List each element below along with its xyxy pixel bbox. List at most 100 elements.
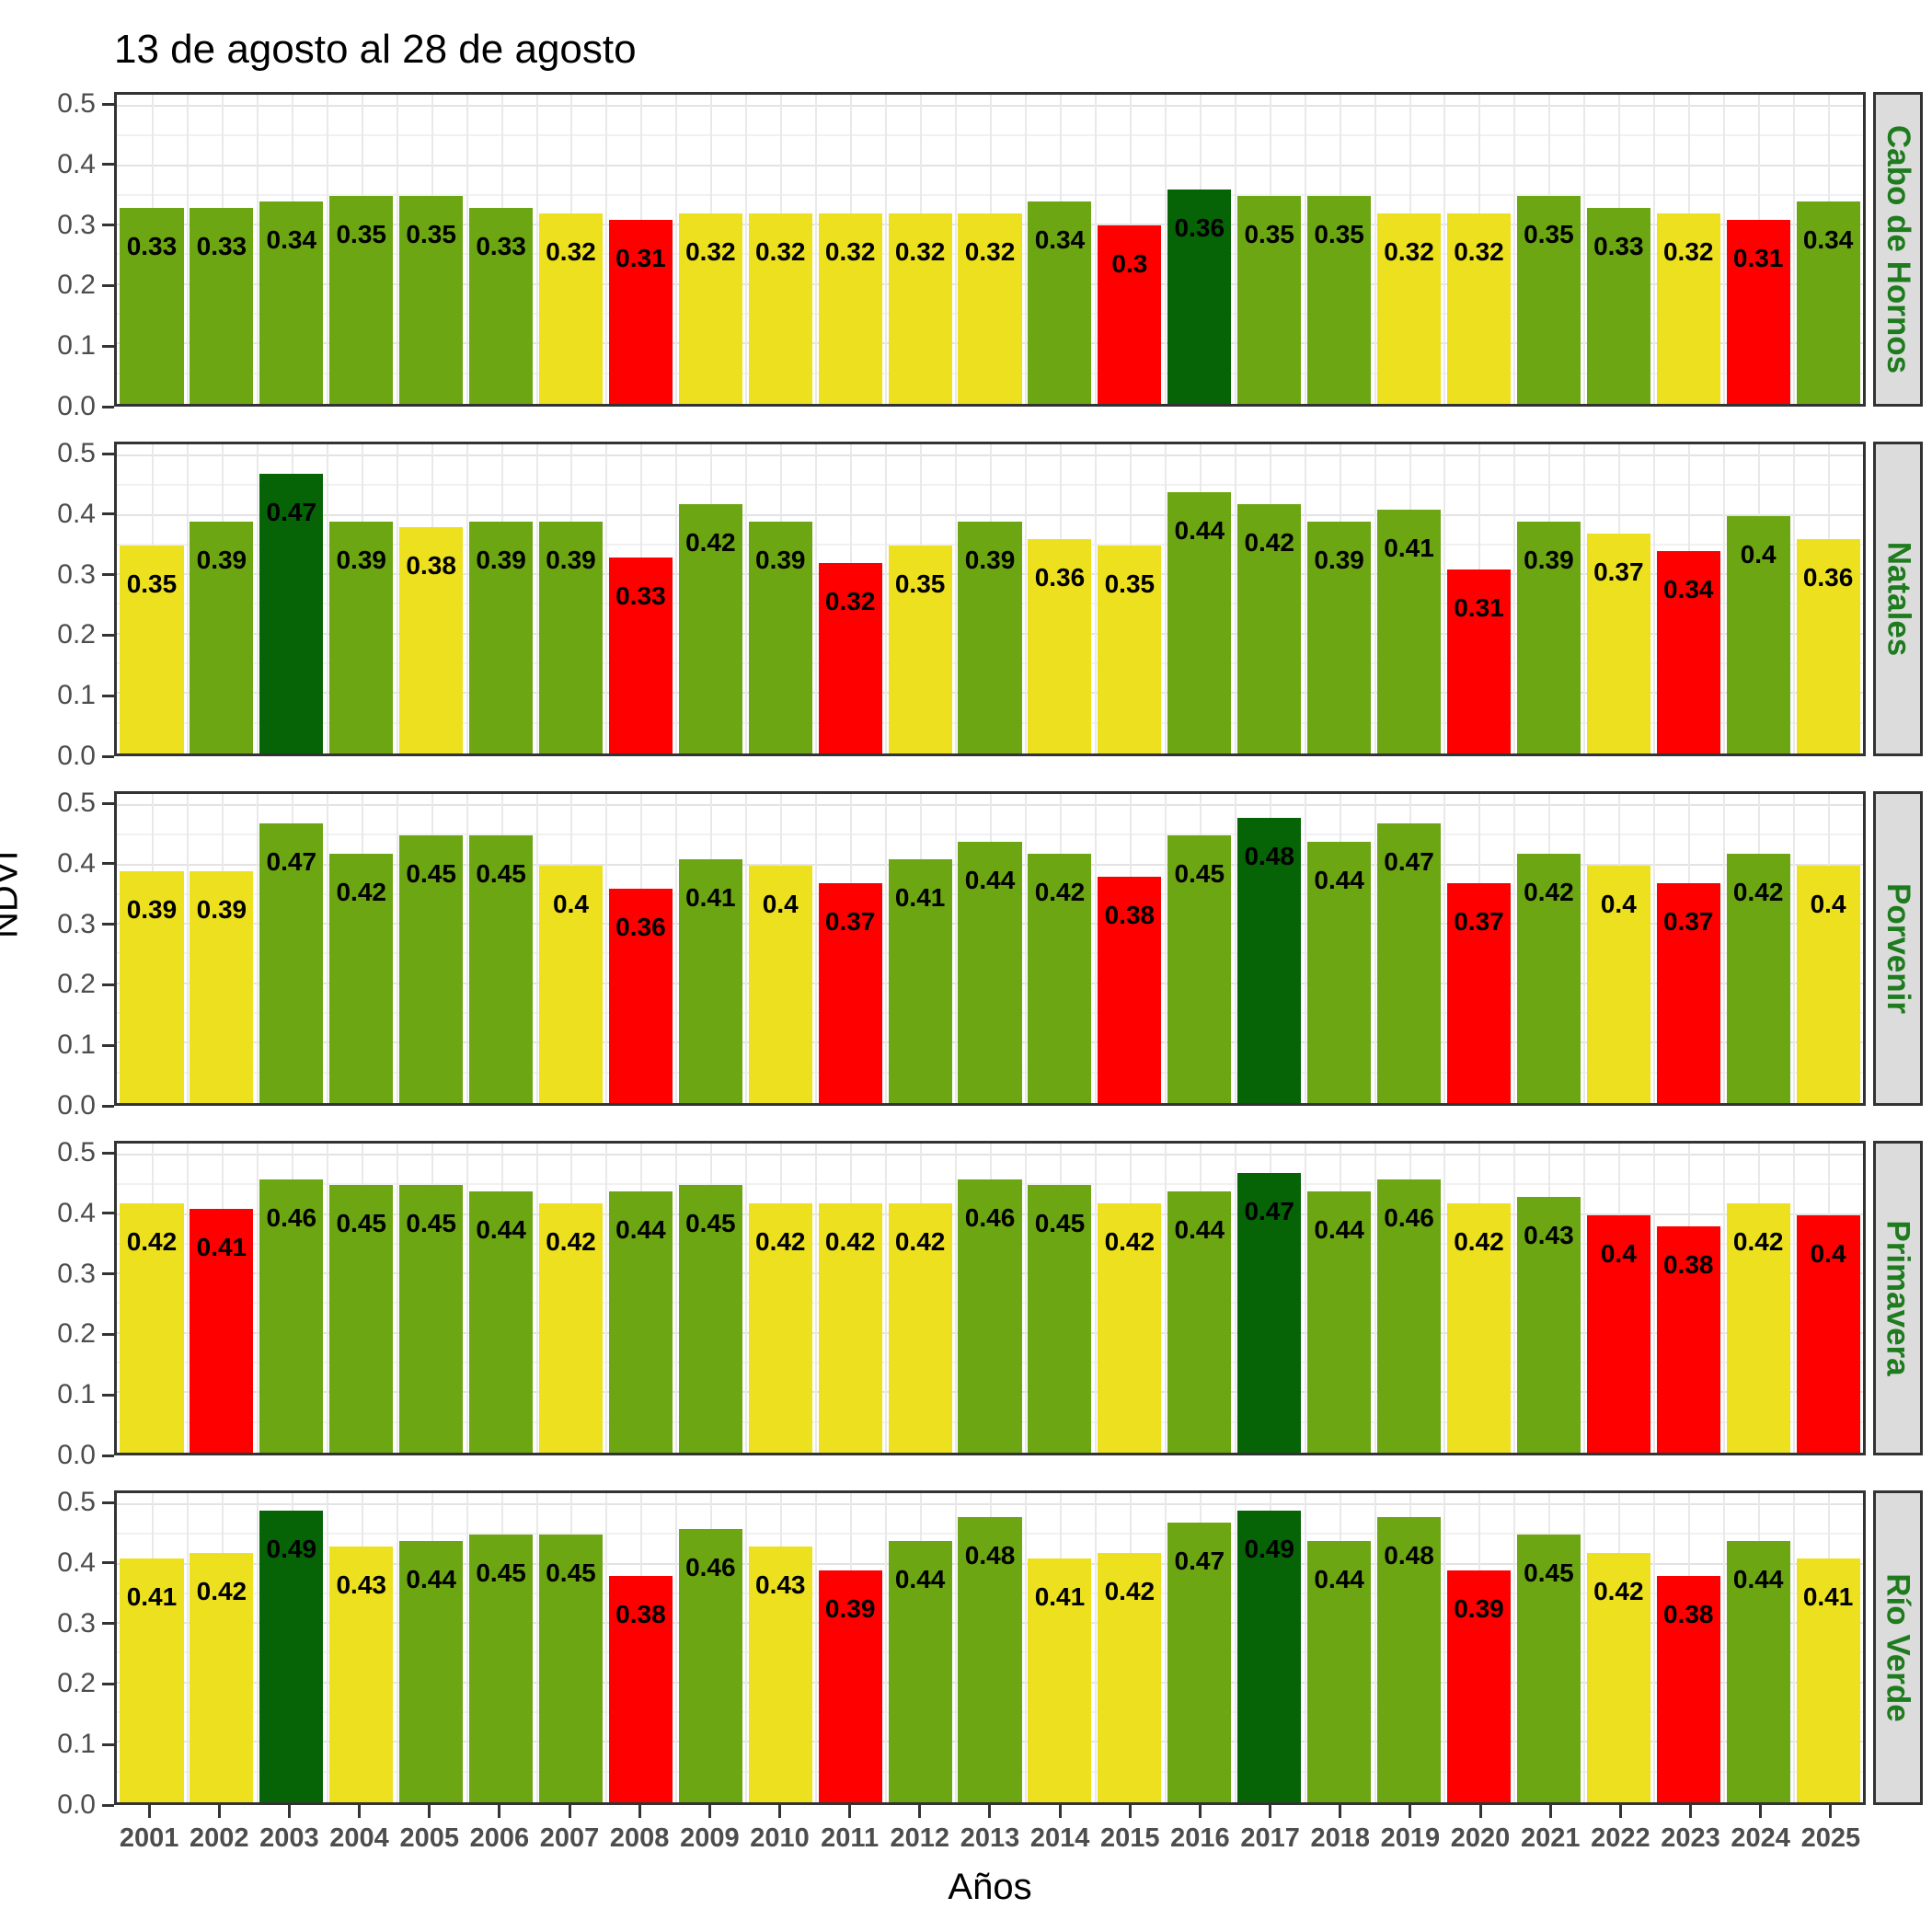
gridline-vertical: [1793, 1144, 1796, 1453]
gridline-vertical: [256, 444, 259, 753]
gridline-vertical: [326, 794, 328, 1103]
x-tick: 2003: [254, 1805, 324, 1854]
bar-value-label: 0.39: [824, 1594, 876, 1623]
y-tick-mark: [102, 1393, 114, 1397]
y-tick-mark: [102, 1501, 114, 1504]
x-tick-mark: [1339, 1805, 1342, 1818]
y-axis: 0.0 0.1 0.2 0.3 0.4 0.5: [11, 1487, 114, 1820]
y-tick-mark: [102, 344, 114, 348]
x-tick-label: 2005: [399, 1823, 459, 1853]
bar-Cabo de Hornos-2004: 0.35: [329, 195, 394, 404]
x-tick-mark: [918, 1805, 922, 1818]
bar-slot: 0.39: [466, 444, 536, 753]
gridline-vertical: [1094, 1493, 1097, 1802]
bar-Cabo de Hornos-2015: 0.3: [1098, 225, 1162, 404]
gridline-vertical: [466, 1493, 468, 1802]
y-tick-label: 0.1: [57, 1029, 96, 1061]
gridline-vertical: [1164, 1144, 1167, 1453]
x-tick-mark: [1058, 1805, 1062, 1818]
bars: 0.39 0.39 0.47 0.42 0.45 0.45 0.4 0.36 0.41 0.4 0.…: [117, 794, 1863, 1103]
bar-value-label: 0.31: [1732, 243, 1784, 272]
bar-slot: 0.32: [1653, 95, 1723, 404]
bar-Porvenir-2019: 0.47: [1377, 823, 1442, 1103]
x-tick-label: 2023: [1661, 1823, 1720, 1853]
bar-Natales-2014: 0.36: [1028, 539, 1092, 753]
gridline-vertical: [1583, 444, 1586, 753]
gridline-vertical: [1653, 794, 1656, 1103]
x-tick-label: 2010: [750, 1823, 810, 1853]
y-tick-label: 0.4: [57, 498, 96, 529]
bar-value-label: 0.46: [964, 1202, 1016, 1232]
bar-value-label: 0.39: [196, 895, 247, 924]
bar-value-label: 0.34: [1662, 575, 1714, 604]
bar-value-label: 0.41: [1802, 1582, 1854, 1612]
bar-value-label: 0.43: [1524, 1221, 1574, 1250]
y-tick: 0.0: [57, 391, 114, 422]
bar-Río Verde-2009: 0.46: [678, 1528, 742, 1802]
gridline-vertical: [1653, 1144, 1656, 1453]
bar-value-label: 0.41: [894, 883, 946, 913]
gridline-vertical: [1723, 444, 1726, 753]
y-tick-mark: [102, 1803, 114, 1807]
gridline-vertical: [1234, 95, 1236, 404]
x-tick-mark: [1759, 1805, 1763, 1818]
y-tick-mark: [102, 1682, 114, 1685]
bar-Primavera-2024: 0.42: [1726, 1202, 1790, 1453]
bar-slot: 0.34: [1653, 444, 1723, 753]
gridline-vertical: [675, 95, 678, 404]
y-tick-mark: [102, 633, 114, 637]
gridline-vertical: [1304, 794, 1306, 1103]
bar-Río Verde-2010: 0.43: [748, 1547, 812, 1802]
bar-Río Verde-2020: 0.39: [1446, 1570, 1512, 1802]
y-tick: 0.5: [57, 788, 114, 819]
bar-Cabo de Hornos-2005: 0.35: [399, 195, 464, 404]
gridline-vertical: [396, 1493, 398, 1802]
y-tick-label: 0.0: [57, 1090, 96, 1121]
gridline-vertical: [745, 444, 748, 753]
bar-value-label: 0.45: [336, 1209, 386, 1238]
bar-value-label: 0.45: [1034, 1209, 1086, 1238]
bar-value-label: 0.44: [615, 1214, 666, 1244]
gridline-vertical: [256, 95, 259, 404]
bar-value-label: 0.32: [685, 237, 736, 267]
bar-Río Verde-2024: 0.44: [1726, 1540, 1790, 1802]
x-tick: 2002: [184, 1805, 254, 1854]
x-tick-label: 2020: [1450, 1823, 1511, 1853]
y-tick-mark: [102, 405, 114, 408]
gridline-vertical: [1094, 1144, 1097, 1453]
bar-Porvenir-2003: 0.47: [259, 823, 324, 1103]
gridline-vertical: [1653, 1493, 1656, 1802]
gridline-vertical: [1583, 794, 1586, 1103]
bar-value-label: 0.44: [894, 1564, 946, 1593]
bar-Primavera-2019: 0.46: [1377, 1179, 1442, 1453]
bar-slot: 0.42: [327, 794, 397, 1103]
y-tick-label: 0.2: [57, 969, 96, 1000]
gridline-vertical: [466, 794, 468, 1103]
x-tick: 2018: [1305, 1805, 1375, 1854]
bar-value-label: 0.35: [1104, 569, 1156, 598]
gridline-vertical: [1583, 1493, 1586, 1802]
gridline-vertical: [885, 1144, 888, 1453]
facet-strip-label: Río Verde: [1880, 1573, 1917, 1722]
bar-value-label: 0.45: [685, 1209, 736, 1238]
x-title-left-gutter: [11, 1867, 114, 1908]
bar-value-label: 0.42: [1593, 1576, 1644, 1605]
bar-slot: 0.42: [1095, 1493, 1165, 1802]
bar-Cabo de Hornos-2001: 0.33: [120, 207, 184, 404]
bar-slot: 0.39: [1513, 444, 1583, 753]
bar-Porvenir-2015: 0.38: [1098, 877, 1162, 1103]
bar-Cabo de Hornos-2013: 0.32: [958, 213, 1022, 404]
x-tick-row: 2001 2002 2003 2004 2005 2006 2007 2008 2009 2010…: [114, 1805, 1866, 1854]
gridline-vertical: [885, 444, 888, 753]
bar-slot: 0.49: [257, 1493, 327, 1802]
bar-value-label: 0.42: [126, 1226, 178, 1256]
bar-Natales-2007: 0.39: [538, 522, 604, 753]
bar-slot: 0.48: [1374, 1493, 1444, 1802]
x-tick-label: 2003: [259, 1823, 319, 1853]
bar-value-label: 0.42: [546, 1226, 596, 1256]
gridline-vertical: [1443, 1493, 1446, 1802]
bar-value-label: 0.39: [126, 895, 178, 924]
y-tick-label: 0.2: [57, 619, 96, 650]
y-tick: 0.0: [57, 1789, 114, 1821]
